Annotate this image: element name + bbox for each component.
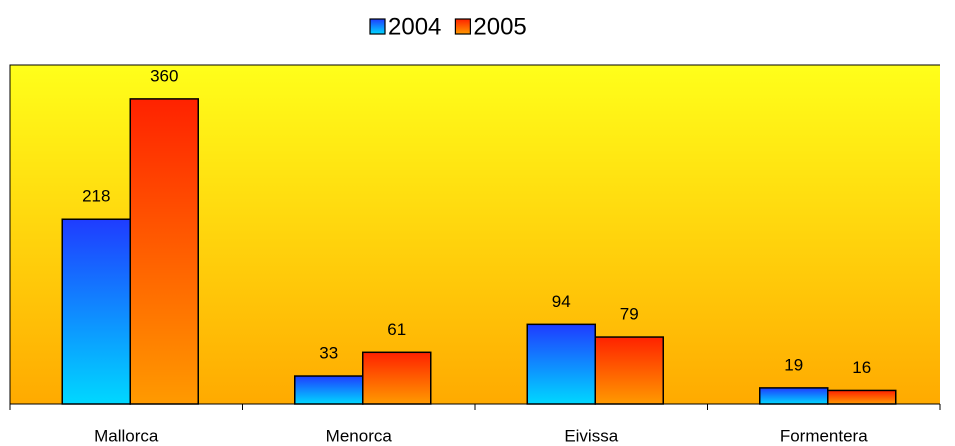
data-label: 218 [82, 187, 110, 206]
data-label: 61 [387, 320, 406, 339]
x-tick-label: Mallorca [94, 426, 159, 445]
bar [759, 387, 829, 405]
bar [294, 375, 364, 405]
x-tick-label: Eivissa [564, 426, 618, 445]
data-label: 360 [150, 66, 178, 85]
x-tick-label: Menorca [326, 426, 393, 445]
data-label: 79 [620, 305, 639, 324]
legend-label: 2005 [473, 13, 526, 40]
plot-frame [9, 64, 940, 404]
data-label: 16 [852, 358, 871, 377]
bar [61, 218, 131, 405]
legend-swatch [454, 18, 471, 35]
bar [362, 351, 432, 405]
legend-swatch [369, 18, 386, 35]
bar [827, 389, 897, 405]
x-tick-label: Formentera [780, 426, 868, 445]
data-label: 33 [319, 344, 338, 363]
bar [594, 336, 664, 405]
bar [129, 98, 199, 405]
data-label: 19 [784, 355, 803, 374]
bar [526, 323, 596, 405]
data-label: 94 [552, 292, 571, 311]
legend-label: 2004 [388, 13, 441, 40]
